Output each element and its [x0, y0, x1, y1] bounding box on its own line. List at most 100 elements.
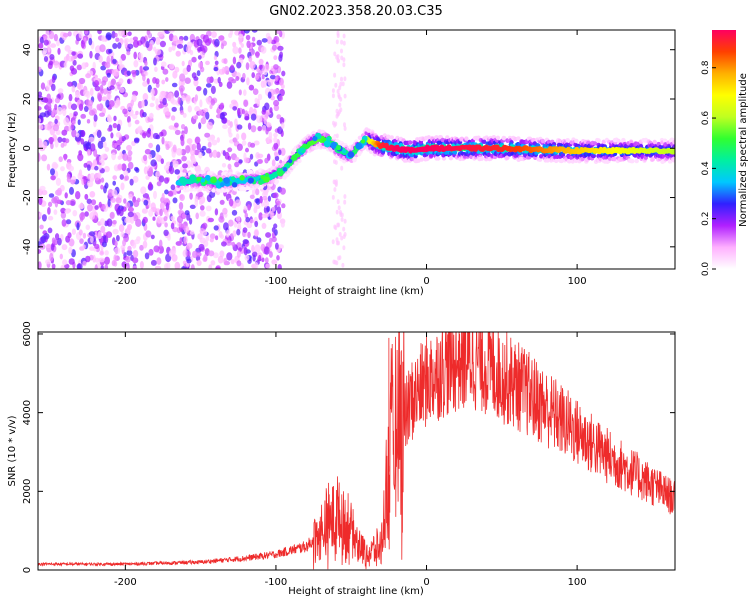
noise-point: [255, 51, 260, 59]
noise-point: [264, 257, 269, 264]
noise-point: [52, 123, 60, 132]
noise-point: [199, 200, 203, 206]
noise-point: [126, 249, 133, 256]
noise-point: [343, 122, 346, 128]
noise-point: [78, 169, 83, 177]
noise-point: [226, 81, 233, 89]
noise-point: [243, 99, 249, 108]
noise-point: [273, 142, 279, 150]
noise-point: [167, 234, 171, 241]
noise-point: [49, 54, 55, 60]
noise-point: [104, 256, 110, 265]
noise-point: [133, 39, 139, 48]
noise-point: [48, 201, 53, 207]
noise-point: [262, 195, 268, 201]
ridge-point: [592, 141, 598, 146]
noise-point: [266, 137, 270, 144]
ridge-point: [540, 138, 545, 144]
noise-point: [199, 210, 206, 217]
ridge-point: [565, 138, 570, 143]
noise-point: [68, 93, 73, 102]
noise-point: [45, 102, 52, 110]
noise-point: [70, 68, 78, 75]
noise-point: [103, 234, 107, 244]
noise-point: [193, 76, 199, 81]
noise-point: [184, 77, 191, 84]
noise-point: [242, 239, 249, 245]
noise-point: [196, 70, 201, 77]
noise-point: [234, 156, 240, 162]
noise-point: [254, 74, 259, 81]
noise-point: [101, 241, 107, 248]
noise-point: [84, 105, 89, 112]
noise-point: [331, 239, 335, 245]
noise-point: [108, 100, 115, 107]
noise-point: [343, 93, 347, 99]
noise-point: [278, 54, 283, 62]
noise-point: [145, 204, 149, 210]
noise-point: [238, 33, 244, 39]
noise-point: [98, 55, 103, 63]
noise-point: [234, 199, 241, 207]
noise-point: [66, 176, 72, 183]
ridge-point: [573, 158, 579, 163]
ridge-point: [270, 166, 275, 171]
noise-point: [150, 88, 155, 97]
noise-point: [58, 156, 63, 163]
noise-point: [254, 244, 261, 253]
noise-point: [57, 47, 61, 55]
colorbar-gradient: [712, 30, 736, 269]
noise-point: [70, 56, 75, 62]
ridge-blob: [330, 141, 338, 149]
noise-point: [217, 76, 221, 84]
ridge-blob: [285, 163, 290, 169]
noise-point: [205, 111, 210, 120]
ridge-point: [274, 179, 280, 184]
ridge-blob: [200, 178, 206, 183]
noise-point: [118, 64, 123, 71]
noise-point: [263, 246, 270, 255]
noise-point: [236, 228, 241, 236]
noise-point: [341, 262, 345, 268]
noise-point: [158, 239, 163, 248]
noise-point: [115, 37, 120, 43]
noise-point: [124, 218, 129, 223]
noise-point: [121, 135, 126, 142]
noise-point: [226, 252, 233, 261]
noise-point: [139, 65, 143, 74]
noise-point: [243, 247, 248, 256]
noise-point: [102, 88, 108, 95]
noise-point: [162, 68, 169, 75]
noise-point: [194, 136, 201, 145]
ridge-blob: [264, 172, 270, 177]
noise-point: [95, 154, 100, 163]
noise-point: [144, 148, 151, 155]
noise-point: [126, 70, 131, 76]
noise-point: [258, 254, 262, 262]
noise-point: [149, 102, 155, 108]
noise-point: [38, 66, 42, 72]
noise-point: [134, 138, 140, 144]
ridge-point: [505, 155, 510, 160]
ridge-point: [291, 164, 296, 169]
ridge-point: [386, 134, 391, 139]
noise-point: [51, 83, 56, 92]
noise-point: [255, 198, 261, 205]
noise-point: [111, 152, 116, 161]
noise-point: [89, 50, 93, 59]
ridge-blob: [355, 142, 363, 150]
noise-point: [171, 99, 178, 105]
noise-point: [51, 237, 56, 245]
noise-point: [43, 141, 48, 149]
noise-point: [274, 155, 280, 161]
noise-point: [124, 175, 129, 181]
snr-x-ticks: -200 -100 0 100: [114, 332, 587, 588]
noise-point: [242, 72, 246, 80]
noise-point: [342, 234, 346, 240]
noise-point: [84, 211, 89, 217]
noise-point: [77, 153, 84, 162]
ridge-blob: [360, 139, 366, 144]
noise-point: [334, 82, 338, 88]
noise-point: [189, 192, 193, 200]
noise-point: [229, 30, 234, 36]
